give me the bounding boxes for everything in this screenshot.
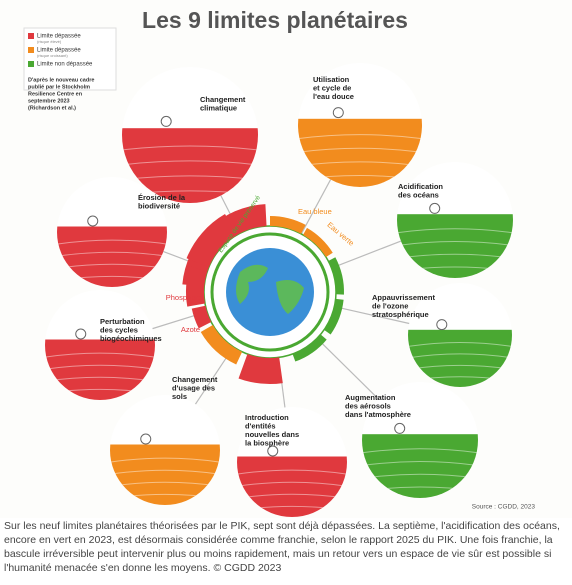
ring-segment [186, 214, 237, 268]
infographic: Les 9 limites planétaires Source : CGDD,… [23, 7, 536, 517]
legend-note: Resilience Centre en [28, 91, 83, 97]
node-texture [397, 241, 513, 247]
ring-segment [328, 257, 345, 295]
node-texture [298, 134, 422, 140]
node-badge [75, 328, 87, 340]
node-label: dans l'atmosphère [345, 410, 411, 419]
legend-box [23, 27, 117, 91]
ring-segment [186, 266, 208, 307]
node-texture [57, 239, 167, 245]
node-label: Appauvrissement [372, 293, 435, 302]
node-badge [394, 422, 406, 434]
node-label: d'entités [245, 421, 276, 430]
node-texture [237, 469, 347, 475]
node-label: biogéochimiques [100, 334, 162, 343]
node-badge [140, 433, 152, 445]
node-badge [160, 115, 172, 127]
node-texture [45, 352, 155, 358]
node-texture [362, 461, 478, 467]
node-label: des aérosols [345, 401, 391, 410]
connector [300, 179, 332, 234]
source: Source : CGDD, 2023 [472, 504, 536, 511]
connector [322, 343, 380, 400]
center-label: Eau bleue [298, 207, 332, 216]
node-label: Acidification [398, 182, 443, 191]
node-texture [298, 147, 422, 153]
node-texture [237, 481, 347, 487]
legend-label: Limite dépassée [37, 48, 81, 54]
node-label: des océans [398, 190, 439, 199]
node-label: la biosphère [245, 438, 289, 447]
node-texture [122, 145, 258, 151]
node-label: nouvelles dans [245, 430, 299, 439]
node-label: sols [172, 392, 187, 401]
node-texture [408, 353, 512, 359]
node-texture [408, 341, 512, 347]
ring-segment [200, 325, 243, 365]
node-texture [110, 469, 220, 475]
legend-swatch [28, 33, 34, 39]
legend-swatch [28, 61, 34, 67]
node-label: Changement [200, 95, 246, 104]
legend-note: (Richardson et al.) [28, 105, 76, 111]
node-label: biodiversité [138, 201, 180, 210]
node-texture [45, 364, 155, 370]
node-badge [436, 319, 448, 331]
legend-label: Limite non dépassée [37, 62, 93, 68]
node-label: des cycles [100, 325, 138, 334]
ring-segment [191, 305, 212, 329]
connector [336, 306, 410, 325]
node-badge [87, 215, 99, 227]
node-label: l'eau douce [313, 92, 354, 101]
ring-segment [182, 204, 267, 287]
node-label: Érosion de la [138, 193, 186, 202]
node-texture [57, 251, 167, 257]
node-label: Perturbation [100, 317, 145, 326]
ring-segment [270, 216, 306, 234]
node-texture [122, 160, 258, 166]
node-label: stratosphérique [372, 310, 429, 319]
node-label: Utilisation [313, 75, 350, 84]
node-texture [362, 448, 478, 454]
node-texture [397, 228, 513, 234]
node-label: de l'ozone [372, 301, 408, 310]
legend: Limite dépassée(risque élevé)Limite dépa… [23, 27, 117, 111]
ring-segment [292, 334, 327, 362]
legend-label: Limite dépassée [37, 34, 81, 40]
node-illustration [110, 395, 220, 505]
node-illustration [397, 162, 513, 278]
node-label: et cycle de [313, 83, 351, 92]
node-illustration [122, 67, 258, 203]
legend-note: septembre 2023 [28, 98, 70, 104]
center-label: Phosphore [166, 293, 202, 302]
node-texture [110, 457, 220, 463]
ring-segment [303, 227, 333, 258]
connector [334, 240, 402, 268]
node-badge [429, 202, 441, 214]
ring-segment [324, 298, 344, 335]
continents [236, 264, 304, 314]
legend-note: D'après le nouveau cadre [28, 77, 94, 83]
legend-sub: (risque élevé) [37, 39, 62, 44]
center-label: Azote [181, 325, 200, 334]
node-badge [267, 445, 279, 457]
ring-segment [238, 354, 283, 385]
title: Les 9 limites planétaires [142, 7, 408, 33]
node-label: climatique [200, 103, 237, 112]
legend-sub: (risque croissant) [37, 53, 68, 58]
node-illustration [408, 283, 512, 387]
node-label: Introduction [245, 413, 289, 422]
node-label: Augmentation [345, 393, 396, 402]
legend-swatch [28, 47, 34, 53]
caption: Sur les neuf limites planétaires théoris… [4, 520, 560, 574]
node-illustration [237, 407, 347, 517]
node-badge [332, 107, 344, 119]
legend-note: publié par le Stockholm [28, 84, 90, 90]
node-label: Changement [172, 375, 218, 384]
node-label: d'usage des [172, 383, 215, 392]
